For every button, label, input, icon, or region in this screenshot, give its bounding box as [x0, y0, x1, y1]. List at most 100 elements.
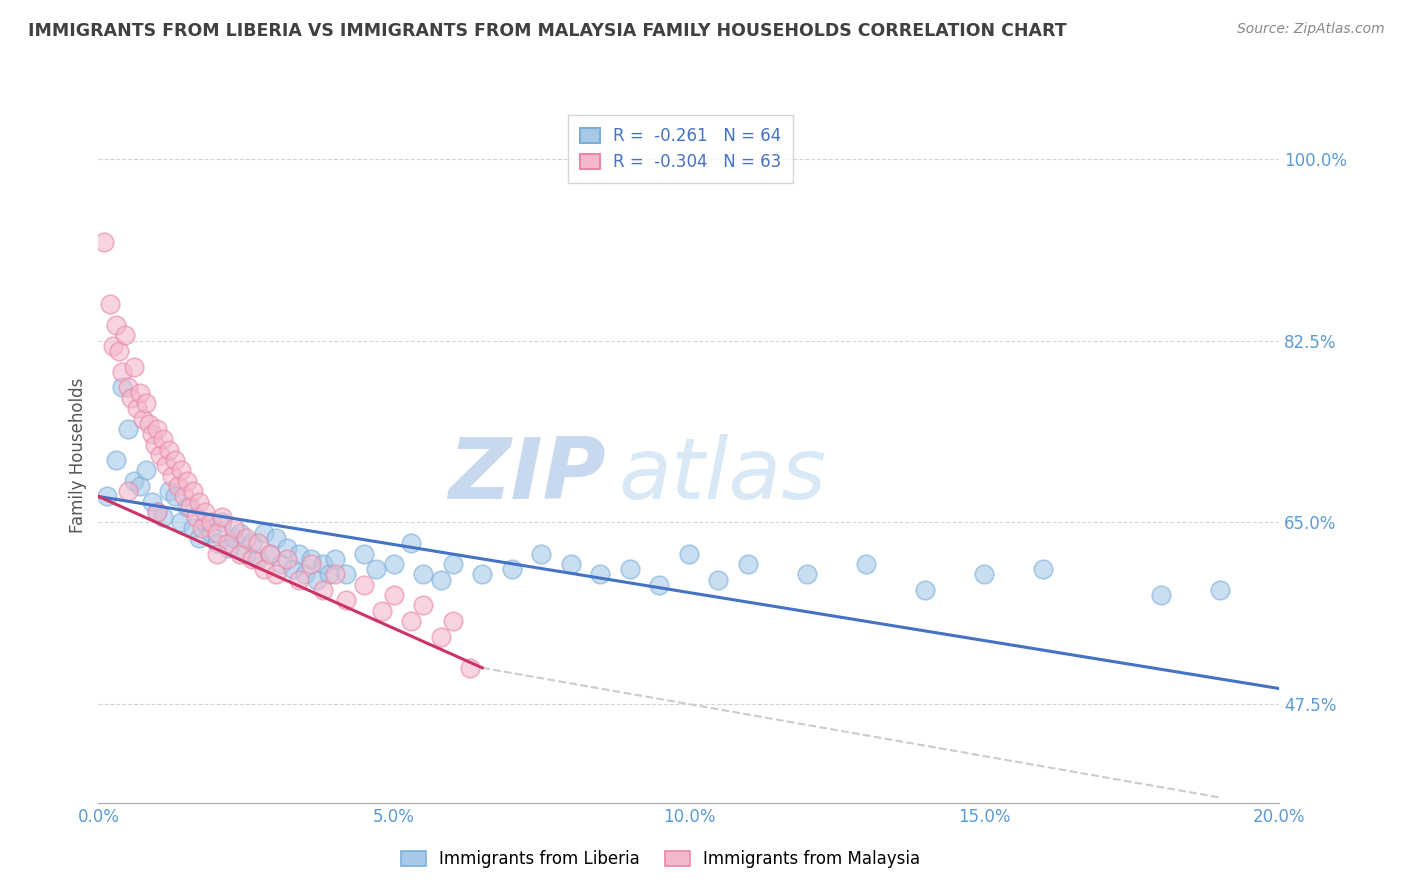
Point [246, 551, 269, 566]
Point [235, 547, 257, 561]
Point [128, 479, 150, 493]
Point [678, 547, 700, 561]
Point [353, 547, 375, 561]
Point [288, 547, 311, 561]
Point [170, 516, 193, 530]
Point [167, 479, 190, 493]
Point [105, 318, 128, 332]
Point [294, 567, 316, 582]
Point [205, 525, 228, 540]
Point [323, 551, 346, 566]
Text: Source: ZipAtlas.com: Source: ZipAtlas.com [1237, 22, 1385, 37]
Point [335, 593, 357, 607]
Point [229, 525, 252, 540]
Point [194, 516, 217, 530]
Point [173, 490, 195, 504]
Point [270, 557, 292, 571]
Point [111, 365, 134, 379]
Text: atlas: atlas [619, 434, 827, 517]
Point [117, 422, 139, 436]
Point [312, 582, 335, 597]
Legend: R =  -0.261   N = 64, R =  -0.304   N = 63: R = -0.261 N = 64, R = -0.304 N = 63 [568, 115, 793, 183]
Point [460, 661, 482, 675]
Point [105, 453, 128, 467]
Point [973, 567, 995, 582]
Point [157, 442, 180, 457]
Point [117, 484, 139, 499]
Point [117, 380, 139, 394]
Point [1209, 582, 1232, 597]
Point [181, 484, 204, 499]
Point [305, 573, 328, 587]
Point [165, 490, 187, 504]
Point [648, 578, 671, 592]
Point [412, 567, 434, 582]
Point [146, 505, 169, 519]
Point [335, 567, 357, 582]
Point [441, 614, 464, 628]
Point [796, 567, 818, 582]
Point [855, 557, 877, 571]
Point [318, 567, 340, 582]
Point [135, 396, 157, 410]
Point [93, 235, 115, 249]
Point [143, 437, 166, 451]
Point [205, 536, 228, 550]
Point [914, 582, 936, 597]
Point [135, 463, 157, 477]
Point [152, 510, 174, 524]
Point [138, 417, 160, 431]
Point [162, 468, 183, 483]
Point [430, 573, 453, 587]
Point [141, 427, 163, 442]
Point [229, 547, 252, 561]
Point [96, 490, 118, 504]
Point [103, 339, 125, 353]
Point [530, 547, 553, 561]
Point [240, 536, 263, 550]
Point [276, 551, 298, 566]
Point [364, 562, 387, 576]
Point [211, 516, 233, 530]
Point [155, 458, 177, 473]
Point [146, 505, 169, 519]
Point [323, 567, 346, 582]
Point [246, 536, 269, 550]
Point [176, 474, 198, 488]
Point [200, 525, 222, 540]
Point [152, 433, 174, 447]
Point [187, 494, 209, 508]
Point [217, 536, 239, 550]
Point [401, 614, 423, 628]
Point [619, 562, 641, 576]
Point [353, 578, 375, 592]
Point [501, 562, 523, 576]
Point [276, 541, 298, 556]
Point [146, 422, 169, 436]
Point [299, 551, 322, 566]
Point [264, 567, 287, 582]
Point [560, 557, 582, 571]
Point [120, 391, 142, 405]
Legend: Immigrants from Liberia, Immigrants from Malaysia: Immigrants from Liberia, Immigrants from… [394, 844, 928, 875]
Point [211, 510, 233, 524]
Point [382, 588, 405, 602]
Point [240, 551, 263, 566]
Point [235, 531, 257, 545]
Point [259, 547, 281, 561]
Point [98, 297, 121, 311]
Point [224, 520, 246, 534]
Point [176, 500, 198, 514]
Point [200, 516, 222, 530]
Point [382, 557, 405, 571]
Point [401, 536, 423, 550]
Text: ZIP: ZIP [449, 434, 606, 517]
Point [125, 401, 148, 416]
Point [312, 557, 335, 571]
Point [194, 505, 217, 519]
Point [184, 510, 207, 524]
Point [191, 520, 214, 534]
Point [1150, 588, 1173, 602]
Point [299, 557, 322, 571]
Point [224, 531, 246, 545]
